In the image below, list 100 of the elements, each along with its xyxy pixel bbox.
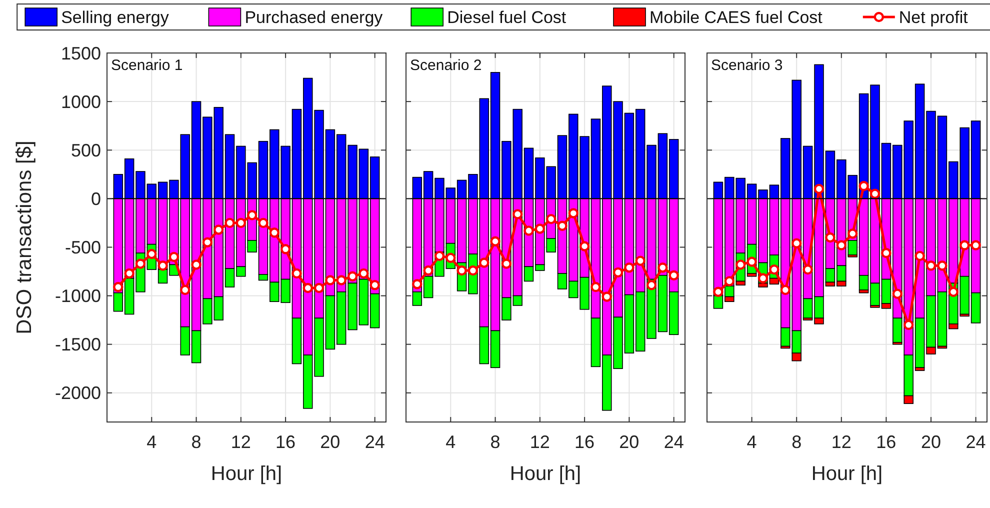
point: [158, 260, 168, 271]
y-tick-label: -1500: [54, 334, 101, 355]
point: [758, 273, 768, 284]
y-tick-label: -2000: [54, 383, 101, 404]
point: [479, 258, 490, 268]
chart-title: Scenario 1: [111, 57, 183, 74]
y-tick-label: 1500: [60, 43, 101, 64]
legend-label: Net profit: [898, 8, 968, 27]
point: [135, 258, 146, 269]
x-tick-label: 16: [276, 432, 296, 452]
point: [646, 280, 657, 290]
point: [302, 282, 313, 294]
point: [168, 252, 180, 262]
point: [724, 276, 734, 286]
x-tick-label: 12: [831, 432, 852, 452]
y-tick-label: 1000: [60, 92, 101, 112]
chart-title: Scenario 3: [711, 57, 783, 74]
point: [258, 218, 268, 228]
x-tick-label: 4: [746, 432, 757, 452]
point: [446, 252, 456, 263]
point: [246, 210, 258, 220]
point: [769, 264, 780, 275]
point: [746, 256, 757, 267]
x-tick-label: 12: [530, 432, 550, 452]
point: [937, 260, 948, 271]
x-tick-label: 20: [920, 432, 942, 452]
point: [713, 286, 724, 297]
x-axis-title: Hour [h]: [210, 463, 282, 485]
point: [358, 268, 369, 279]
point: [325, 275, 336, 286]
x-tick-label: 4: [146, 432, 157, 452]
point: [202, 237, 213, 248]
point: [146, 248, 157, 260]
point: [814, 184, 824, 194]
x-tick-label: 24: [966, 432, 986, 452]
point: [590, 282, 601, 292]
point: [780, 284, 790, 296]
x-tick-label: 24: [364, 432, 385, 452]
point: [870, 188, 880, 199]
x-axis-title: Hour [h]: [811, 463, 883, 485]
x-tick-label: 20: [320, 432, 340, 452]
point: [658, 262, 668, 273]
point: [236, 218, 246, 228]
point: [914, 250, 925, 262]
point: [568, 208, 578, 218]
point: [635, 256, 646, 266]
point: [292, 268, 302, 279]
point: [314, 282, 324, 294]
point: [524, 226, 534, 236]
x-tick-label: 8: [490, 432, 500, 452]
point: [412, 279, 422, 290]
point: [269, 228, 280, 238]
point: [602, 292, 612, 302]
point: [456, 265, 467, 276]
point: [624, 262, 634, 273]
point: [370, 280, 380, 290]
point: [180, 284, 190, 296]
y-tick-label: -500: [64, 238, 101, 258]
legend-label: Selling energy: [61, 8, 170, 27]
point: [434, 250, 445, 262]
point: [490, 236, 500, 246]
point: [280, 244, 291, 254]
point: [736, 260, 746, 270]
x-tick-label: 8: [792, 432, 802, 452]
point: [825, 232, 836, 243]
point: [579, 241, 590, 252]
point: [124, 268, 134, 279]
x-tick-label: 16: [876, 432, 896, 452]
point: [858, 180, 869, 192]
point: [557, 220, 568, 231]
point: [802, 264, 813, 275]
y-tick-label: 0: [90, 188, 101, 209]
point: [546, 214, 556, 224]
point: [668, 270, 679, 280]
point: [948, 286, 958, 297]
point: [224, 218, 235, 228]
y-axis-title: DSO transactions [$]: [13, 140, 36, 334]
legend-label: Diesel fuel Cost: [447, 8, 566, 27]
point: [612, 267, 624, 278]
point: [926, 260, 936, 271]
point: [347, 271, 358, 282]
point: [836, 240, 846, 250]
point: [468, 265, 478, 276]
x-tick-label: 4: [446, 432, 456, 452]
point: [534, 224, 546, 234]
x-tick-label: 20: [619, 432, 640, 452]
point: [336, 275, 346, 286]
x-tick-label: 16: [574, 432, 595, 452]
point: [892, 288, 902, 299]
point: [970, 240, 981, 250]
x-tick-label: 24: [664, 432, 684, 452]
point: [792, 238, 802, 248]
point: [848, 228, 858, 239]
point: [904, 320, 914, 330]
point: [881, 248, 892, 258]
point: [423, 265, 434, 276]
point: [501, 258, 512, 269]
legend-label: Mobile CAES fuel Cost: [650, 8, 823, 27]
point: [512, 209, 523, 220]
point: [113, 282, 124, 292]
